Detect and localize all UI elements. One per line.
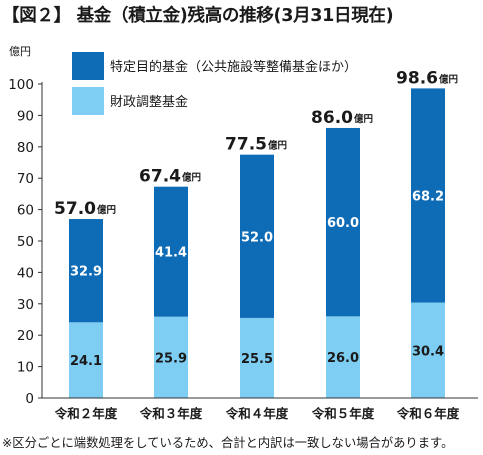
y-tick-label: 90	[17, 108, 34, 124]
y-tick-label: 70	[17, 171, 34, 187]
bar-zaisei-4	[326, 316, 360, 398]
data-label-zaisei: 24.1	[70, 354, 102, 369]
data-label-tokutei: 52.0	[241, 230, 273, 245]
chart-title: 【図２】 基金（積立金)残高の推移(3月31日現在)	[2, 6, 394, 26]
y-tick-label: 100	[8, 77, 34, 93]
x-axis: 令和２年度 令和３年度 令和４年度 令和５年度 令和６年度	[42, 397, 478, 421]
data-label-zaisei: 26.0	[327, 351, 359, 366]
bar-tokutei-4	[326, 127, 360, 317]
total-unit-label: 億円	[182, 172, 201, 184]
total-unit-label: 億円	[439, 73, 458, 85]
legend-label: 財政調整基金	[110, 94, 188, 110]
y-axis: 0 10 20 30 40 50 60 70 80 90 100	[8, 77, 43, 407]
data-label-tokutei: 68.2	[412, 189, 444, 204]
total-label: 98.6	[396, 68, 438, 88]
total-unit-label: 億円	[268, 140, 287, 152]
bar-zaisei-2	[154, 316, 188, 398]
data-label-tokutei: 60.0	[327, 216, 359, 231]
x-tick-label: 令和４年度	[225, 406, 289, 421]
data-label-tokutei: 41.4	[155, 246, 187, 261]
y-tick-label: 30	[17, 297, 34, 313]
total-unit-label: 億円	[354, 113, 373, 125]
total-label: 86.0	[311, 108, 353, 128]
total-label: 77.5	[225, 135, 267, 155]
x-tick-label: 令和６年度	[396, 406, 460, 421]
footnote: ※区分ごとに端数処理をしているため、合計と内訳は一致しない場合があります。	[2, 436, 454, 450]
y-tick-label: 0	[25, 391, 34, 407]
x-tick-label: 令和３年度	[139, 406, 203, 421]
y-tick-label: 60	[17, 203, 34, 219]
bar-zaisei-3	[240, 317, 274, 398]
x-tick-label: 令和５年度	[311, 406, 375, 421]
total-unit-label: 億円	[97, 204, 116, 216]
y-tick-label: 50	[17, 234, 34, 250]
legend-swatch	[72, 87, 104, 115]
y-axis-unit-label: 億円	[9, 45, 31, 58]
legend: 特定目的基金（公共施設等整備基金ほか） 財政調整基金	[72, 52, 357, 115]
x-tick-label: 令和２年度	[54, 406, 118, 421]
bar-tokutei-2	[154, 186, 188, 317]
y-tick-label: 40	[17, 265, 34, 281]
bar-tokutei-3	[240, 154, 274, 318]
legend-label: 特定目的基金（公共施設等整備基金ほか）	[110, 59, 357, 75]
y-tick-label: 10	[17, 360, 34, 376]
y-tick-label: 80	[17, 140, 34, 156]
data-label-zaisei: 25.9	[155, 351, 187, 366]
data-label-zaisei: 25.5	[241, 352, 273, 367]
total-label: 67.4	[139, 167, 181, 187]
y-tick-label: 20	[17, 328, 34, 344]
bar-zaisei-1	[69, 322, 103, 398]
legend-swatch	[72, 52, 104, 80]
total-label: 57.0	[54, 199, 96, 219]
data-label-tokutei: 32.9	[70, 265, 102, 280]
bar-tokutei-5	[411, 88, 445, 303]
bar-zaisei-5	[411, 302, 445, 398]
data-label-zaisei: 30.4	[412, 344, 444, 359]
bar-tokutei-1	[69, 219, 103, 323]
